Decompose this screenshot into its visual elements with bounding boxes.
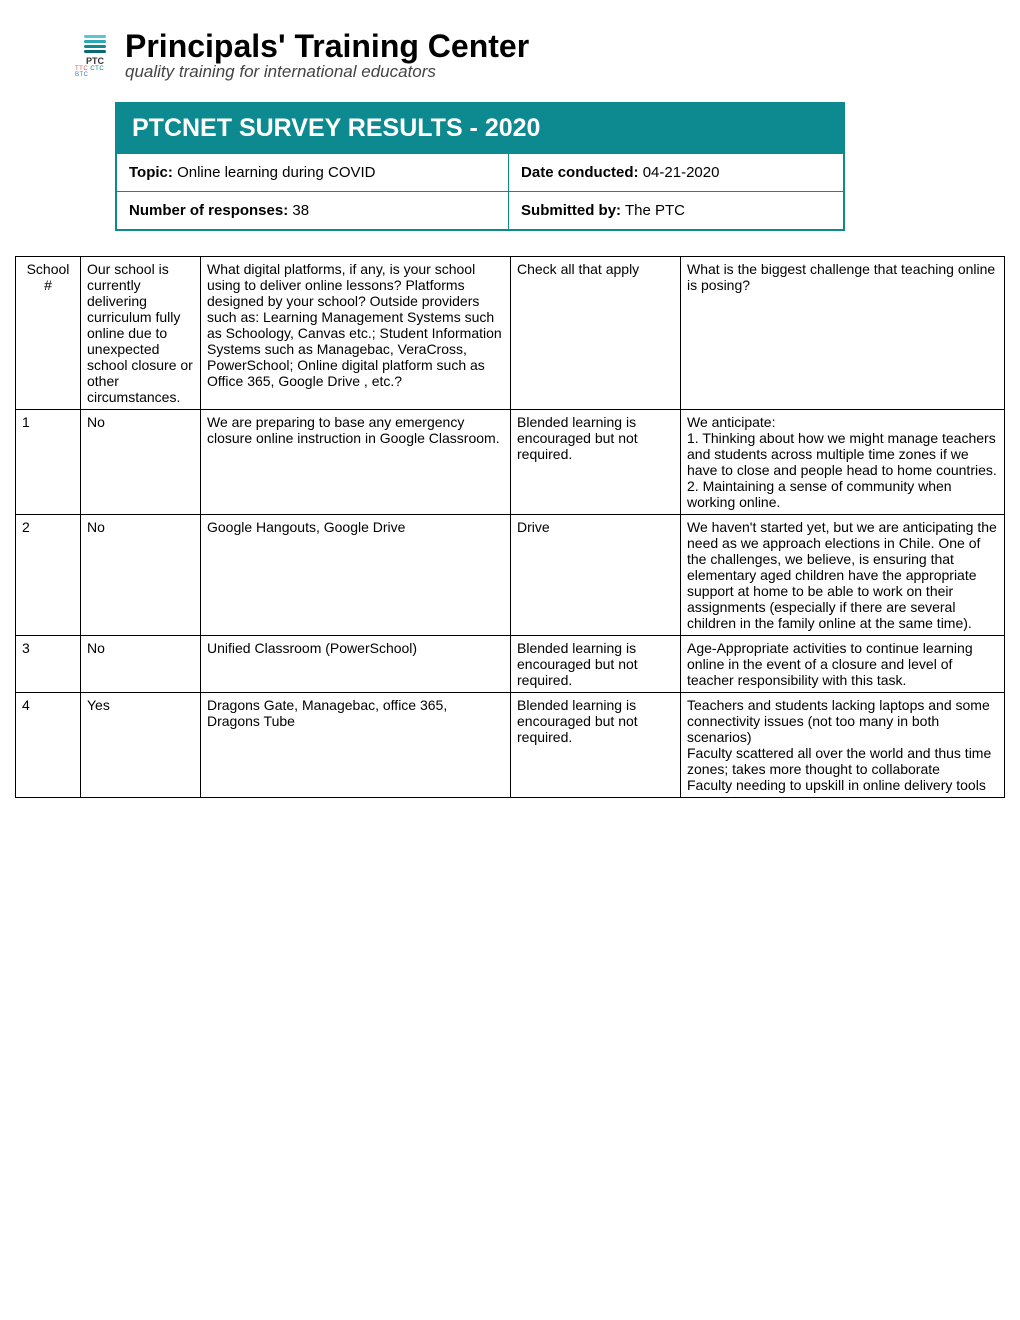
submitted-label: Submitted by: [521,202,621,219]
row-status: No [81,636,201,693]
row-check: Blended learning is encouraged but not r… [511,410,681,515]
row-check: Blended learning is encouraged but not r… [511,636,681,693]
row-platforms: Google Hangouts, Google Drive [201,515,511,636]
survey-header: PTCNET SURVEY RESULTS - 2020 Topic: Onli… [115,102,845,231]
row-challenge: We anticipate: 1. Thinking about how we … [681,410,1005,515]
col-platforms: What digital platforms, if any, is your … [201,257,511,410]
row-num: 2 [16,515,81,636]
topic-label: Topic: [129,164,173,181]
row-check: Blended learning is encouraged but not r… [511,693,681,798]
row-platforms: We are preparing to base any emergency c… [201,410,511,515]
row-platforms: Unified Classroom (PowerSchool) [201,636,511,693]
survey-title: PTCNET SURVEY RESULTS - 2020 [117,104,843,153]
row-status: Yes [81,693,201,798]
row-challenge: Teachers and students lacking laptops an… [681,693,1005,798]
table-row: 1NoWe are preparing to base any emergenc… [16,410,1005,515]
row-challenge: Age-Appropriate activities to continue l… [681,636,1005,693]
date-label: Date conducted: [521,164,639,181]
col-school: School # [16,257,81,410]
logo-title: Principals' Training Center [125,30,529,62]
row-platforms: Dragons Gate, Managebac, office 365, Dra… [201,693,511,798]
col-check: Check all that apply [511,257,681,410]
col-challenge: What is the biggest challenge that teach… [681,257,1005,410]
survey-table: School # Our school is currently deliver… [15,256,1005,798]
row-num: 1 [16,410,81,515]
row-status: No [81,515,201,636]
submitted-value: The PTC [625,202,685,219]
row-challenge: We haven't started yet, but we are antic… [681,515,1005,636]
logo-ptc-text: PTC [86,56,104,66]
col-status: Our school is currently delivering curri… [81,257,201,410]
logo-icon: PTC TTC CTC BTC [75,35,115,78]
row-num: 3 [16,636,81,693]
table-header-row: School # Our school is currently deliver… [16,257,1005,410]
logo-subtitle: quality training for international educa… [125,62,529,82]
responses-label: Number of responses: [129,202,288,219]
date-value: 04-21-2020 [643,164,720,181]
logo-header: PTC TTC CTC BTC Principals' Training Cen… [75,30,1005,82]
row-check: Drive [511,515,681,636]
topic-value: Online learning during COVID [177,164,375,181]
meta-responses: Number of responses: 38 [117,191,509,229]
table-row: 2NoGoogle Hangouts, Google DriveDriveWe … [16,515,1005,636]
responses-value: 38 [292,202,309,219]
row-num: 4 [16,693,81,798]
meta-topic: Topic: Online learning during COVID [117,153,509,191]
meta-date: Date conducted: 04-21-2020 [509,153,843,191]
logo-text: Principals' Training Center quality trai… [125,30,529,82]
table-row: 4YesDragons Gate, Managebac, office 365,… [16,693,1005,798]
row-status: No [81,410,201,515]
logo-sub-text: TTC CTC BTC [75,66,115,78]
meta-submitted: Submitted by: The PTC [509,191,843,229]
table-row: 3NoUnified Classroom (PowerSchool)Blende… [16,636,1005,693]
